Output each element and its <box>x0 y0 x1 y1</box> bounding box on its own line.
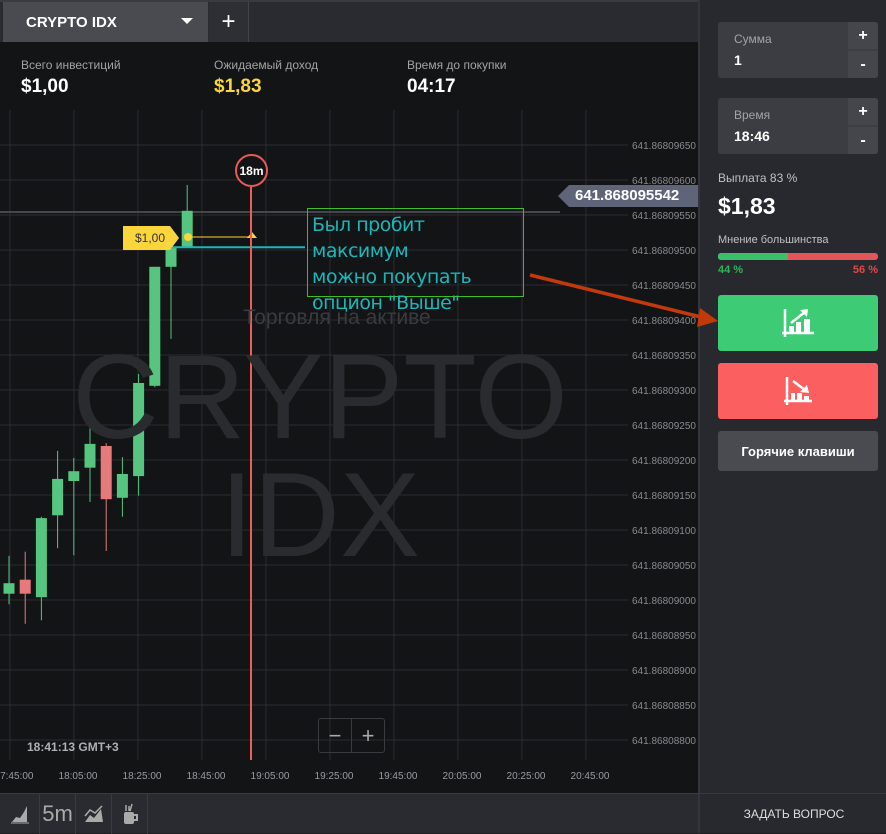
majority-opinion-label: Мнение большинства <box>718 234 829 246</box>
drawing-tools-icon[interactable] <box>112 794 148 834</box>
payout-label: Выплата 83 % <box>718 171 798 185</box>
expiry-timer: 18m <box>235 154 268 187</box>
opinion-up-pct: 44 % <box>718 264 744 276</box>
zoom-controls: − + <box>318 718 385 753</box>
buy-up-button[interactable] <box>718 295 878 351</box>
price-tick-label: 641.86809550 <box>632 211 696 222</box>
candle-body <box>165 247 177 267</box>
candle-body <box>84 443 96 468</box>
profit-value: $1,83 <box>718 193 776 219</box>
opinion-down-pct: 56 % <box>852 264 878 276</box>
price-tick-label: 641.86809450 <box>632 281 696 292</box>
time-field[interactable]: Время 18:46 + - <box>718 98 878 154</box>
chart-up-icon <box>782 309 814 337</box>
stat-label: Время до покупки <box>407 58 507 72</box>
price-tick-label: 641.86809600 <box>632 176 696 187</box>
trading-note: Торговля на активе <box>243 306 431 329</box>
time-tick-label: 18:25:00 <box>123 771 162 782</box>
interval-button[interactable]: 5m <box>40 794 76 834</box>
asset-name: CRYPTO IDX <box>26 13 117 31</box>
candle-body <box>149 266 161 386</box>
time-tick-label: 19:45:00 <box>379 771 418 782</box>
candle-body <box>68 471 80 482</box>
candle-body <box>3 583 15 594</box>
candle-body <box>52 478 64 516</box>
opinion-bar-up <box>718 253 789 260</box>
annotation-line: Был пробит максимум <box>312 214 425 262</box>
stat-label: Всего инвестиций <box>21 58 121 72</box>
time-tick-label: 20:25:00 <box>507 771 546 782</box>
opinion-bar <box>718 253 878 260</box>
asset-selector-tab[interactable]: CRYPTO IDX <box>3 2 208 42</box>
stat-total-investment: Всего инвестиций $1,00 <box>21 58 121 98</box>
amount-label: Сумма <box>734 32 772 46</box>
chart-down-icon <box>784 377 812 405</box>
candle-body <box>100 446 112 500</box>
time-tick-label: 19:05:00 <box>251 771 290 782</box>
area-chart-icon[interactable] <box>0 794 40 834</box>
price-tick-label: 641.86809250 <box>632 421 696 432</box>
time-input[interactable]: 18:46 <box>734 128 770 144</box>
stat-value: $1,83 <box>214 76 262 97</box>
price-tick-label: 641.86808850 <box>632 701 696 712</box>
price-tick-label: 641.86808800 <box>632 736 696 747</box>
add-tab-button[interactable]: + <box>209 2 249 42</box>
tab-bar: CRYPTO IDX + <box>0 0 698 42</box>
stat-value: $1,00 <box>21 76 69 97</box>
price-tick-label: 641.86809050 <box>632 561 696 572</box>
annotation-line: можно покупать <box>312 266 472 288</box>
candle-body <box>19 579 31 594</box>
price-tick-label: 641.86809300 <box>632 386 696 397</box>
annotation-line: опцион "Выше" <box>312 292 460 314</box>
chevron-down-icon <box>181 18 193 24</box>
amount-input[interactable]: 1 <box>734 52 742 68</box>
time-plus-button[interactable]: + <box>848 98 878 125</box>
time-minus-button[interactable]: - <box>848 127 878 154</box>
price-chart[interactable]: 641.86809650 641.86809600 641.86809550 641.… <box>0 0 698 793</box>
investment-tag: $1,00 <box>123 226 179 250</box>
price-tick-label: 641.86809350 <box>632 351 696 362</box>
candle-body <box>35 518 47 598</box>
candle-body <box>133 383 145 477</box>
zoom-in-button[interactable]: + <box>361 722 375 748</box>
price-tick-label: 641.86809400 <box>632 316 696 327</box>
server-clock: 18:41:13 GMT+3 <box>27 740 119 754</box>
time-tick-label: 17:45:00 <box>0 771 34 782</box>
stat-value: 04:17 <box>407 76 456 97</box>
trade-panel: Сумма 1 + - Время 18:46 + - Выплата 83 %… <box>698 0 886 833</box>
time-tick-label: 20:45:00 <box>571 771 610 782</box>
stat-label: Ожидаемый доход <box>214 58 319 72</box>
time-label: Время <box>734 108 771 122</box>
time-tick-label: 19:25:00 <box>315 771 354 782</box>
time-tick-label: 18:45:00 <box>187 771 226 782</box>
stat-time-to-purchase: Время до покупки 04:17 <box>407 58 506 98</box>
zoom-out-button[interactable]: − <box>319 719 352 752</box>
amount-field[interactable]: Сумма 1 + - <box>718 22 878 78</box>
amount-plus-button[interactable]: + <box>848 22 878 49</box>
entry-point <box>184 233 192 241</box>
annotation-box: Был пробит максимум можно покупать опцио… <box>307 208 524 314</box>
candle-body <box>181 210 193 248</box>
chart-toolbar: 5m <box>0 793 698 834</box>
price-tick-label: 641.86809500 <box>632 246 696 257</box>
chart-panel: 641.86809650 641.86809600 641.86809550 641.… <box>0 0 698 834</box>
price-tick-label: 641.86809100 <box>632 526 696 537</box>
ask-question-button[interactable]: ЗАДАТЬ ВОПРОС <box>700 793 886 833</box>
amount-minus-button[interactable]: - <box>848 51 878 78</box>
price-tick-label: 641.86808950 <box>632 631 696 642</box>
price-tick-label: 641.86809000 <box>632 596 696 607</box>
buy-down-button[interactable] <box>718 363 878 419</box>
hotkeys-button[interactable]: Горячие клавиши <box>718 431 878 471</box>
price-tick-label: 641.86809200 <box>632 456 696 467</box>
stat-expected-income: Ожидаемый доход $1,83 <box>214 58 318 98</box>
indicators-icon[interactable] <box>76 794 112 834</box>
price-tick-label: 641.86809150 <box>632 491 696 502</box>
time-tick-label: 18:05:00 <box>59 771 98 782</box>
price-tick-label: 641.86808900 <box>632 666 696 677</box>
time-tick-label: 20:05:00 <box>443 771 482 782</box>
current-price-tag: 641.868095542 <box>558 185 698 207</box>
price-tick-label: 641.86809650 <box>632 141 696 152</box>
candle-body <box>116 474 128 498</box>
